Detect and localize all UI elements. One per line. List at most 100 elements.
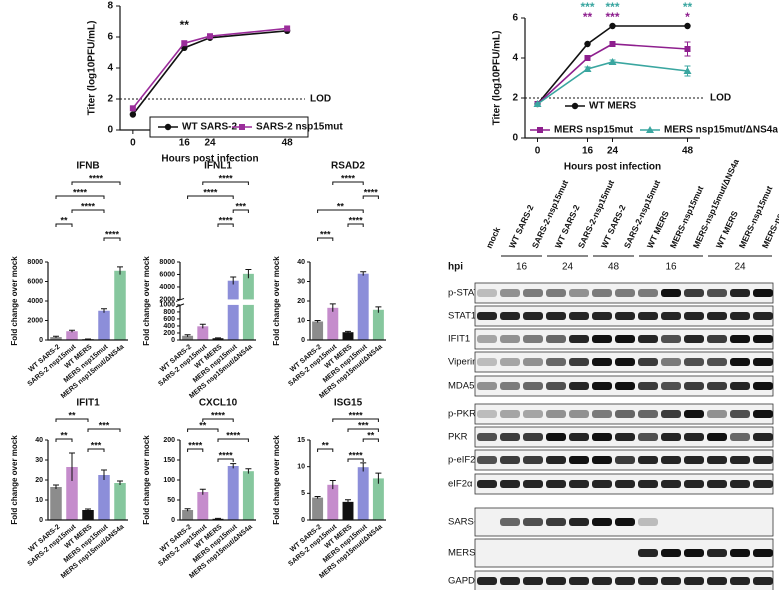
error-bar [117, 266, 123, 275]
error-bar [53, 335, 59, 338]
band [569, 410, 589, 418]
marker [609, 41, 616, 47]
error-bar [345, 330, 351, 333]
sig-label: **** [219, 173, 234, 183]
band [546, 382, 566, 390]
band [546, 289, 566, 297]
band [569, 480, 589, 488]
bar [242, 273, 254, 340]
bar [182, 335, 194, 340]
lod-label: LOD [710, 93, 731, 104]
band [569, 382, 589, 390]
series-line [536, 43, 688, 105]
sig-label: **** [211, 410, 226, 420]
y-tick-label: 8000 [159, 259, 175, 266]
sig-label: **** [73, 187, 88, 197]
band [684, 549, 704, 557]
band [615, 382, 635, 390]
sig-bracket [217, 223, 234, 227]
chart-title: ISG15 [334, 398, 363, 409]
band [730, 456, 750, 464]
band [638, 577, 658, 585]
band [661, 433, 681, 441]
marker [683, 67, 692, 74]
band [523, 577, 543, 585]
band [661, 382, 681, 390]
band [477, 312, 497, 320]
bar [66, 331, 78, 340]
chart-title: IFIT1 [76, 398, 100, 409]
sig-bracket [347, 428, 379, 432]
band [753, 335, 773, 343]
band [707, 410, 727, 418]
marker [181, 40, 188, 47]
band [500, 577, 520, 585]
y-tick-label: 10 [35, 497, 43, 504]
y-tick-label: 6 [107, 32, 113, 43]
band [500, 410, 520, 418]
error-bar [245, 268, 252, 279]
row-label: p-STAT1 [448, 288, 485, 299]
significance: ** [583, 10, 593, 24]
band [477, 382, 497, 390]
marker [129, 105, 136, 112]
marker [584, 40, 591, 48]
sig-label: *** [236, 201, 247, 211]
band [753, 433, 773, 441]
sig-label: *** [320, 229, 331, 239]
band [661, 456, 681, 464]
band [523, 518, 543, 526]
sig-label: **** [349, 410, 364, 420]
bar [357, 273, 369, 340]
y-tick-label: 6000 [27, 278, 43, 285]
x-tick-label: 0 [535, 146, 541, 157]
band [477, 410, 497, 418]
marker [537, 127, 543, 133]
band [684, 433, 704, 441]
bar [312, 321, 324, 340]
y-axis-label: Fold change over mock [10, 435, 19, 525]
sig-bracket [202, 181, 249, 185]
sig-bracket [317, 448, 334, 452]
band [707, 289, 727, 297]
sig-bracket [71, 181, 121, 185]
band [500, 480, 520, 488]
band [684, 480, 704, 488]
row-label: PKR [448, 432, 468, 443]
band [523, 410, 543, 418]
y-tick-label: 15 [297, 437, 305, 444]
band [500, 335, 520, 343]
sig-label: **** [341, 173, 356, 183]
bar [227, 280, 239, 340]
band [500, 518, 520, 526]
band [753, 549, 773, 557]
axis-break [174, 299, 258, 305]
bar [82, 510, 94, 520]
sig-bracket [187, 448, 204, 452]
sig-label: *** [91, 440, 102, 450]
band [615, 577, 635, 585]
sig-bracket [217, 438, 249, 442]
axis-line [524, 18, 700, 139]
band [684, 456, 704, 464]
marker [646, 126, 654, 133]
sig-bracket [347, 223, 364, 227]
sig-bracket [347, 458, 364, 462]
y-axis-label: Fold change over mock [272, 256, 281, 346]
sig-bracket [332, 418, 379, 422]
band [523, 480, 543, 488]
bar [342, 501, 354, 520]
band [615, 410, 635, 418]
band [569, 289, 589, 297]
band [684, 577, 704, 585]
band [569, 358, 589, 366]
marker [207, 33, 213, 40]
band [523, 312, 543, 320]
significance: *** [605, 0, 619, 14]
bar [50, 337, 62, 340]
bar [242, 471, 254, 520]
marker [609, 22, 616, 30]
error-bar [184, 334, 191, 337]
y-tick-label: 40 [35, 437, 43, 444]
row-label: MERS N [448, 548, 485, 559]
